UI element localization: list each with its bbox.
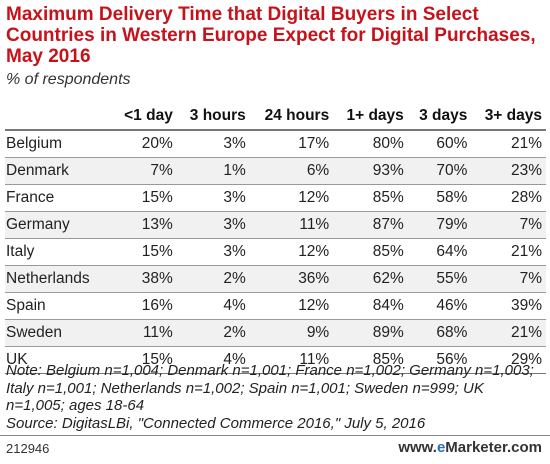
table-cell: 21% <box>471 238 546 266</box>
column-header: 3 days <box>407 103 472 131</box>
table-cell: 21% <box>471 130 546 158</box>
row-label: Denmark <box>5 157 113 185</box>
row-label: Germany <box>5 211 113 239</box>
column-header: 1+ days <box>333 103 408 131</box>
column-header: <1 day <box>112 103 177 131</box>
table-cell: 6% <box>249 157 334 185</box>
table-cell: 11% <box>249 346 334 374</box>
brand-rest: Marketer.com <box>445 439 542 456</box>
table-cell: 16% <box>112 292 177 320</box>
table-body: Belgium 20% 3% 17% 80% 60% 21% Denmark 7% 1% 6% 93%… <box>5 130 546 374</box>
footer-divider <box>0 435 550 436</box>
table-cell: 11% <box>249 211 334 239</box>
column-header: 3 hours <box>176 103 250 131</box>
column-header: 3+ days <box>471 103 546 131</box>
table-cell: 79% <box>407 211 472 239</box>
table-cell: 70% <box>407 157 472 185</box>
row-label: Sweden <box>5 319 113 347</box>
table-cell: 39% <box>471 292 546 320</box>
table-cell: 89% <box>333 319 408 347</box>
table-cell: 64% <box>407 238 472 266</box>
row-label: Spain <box>5 292 113 320</box>
table-cell: 3% <box>176 238 250 266</box>
table-row: Germany 13% 3% 11% 87% 79% 7% <box>5 211 546 239</box>
table-cell: 87% <box>333 211 408 239</box>
table-cell: 9% <box>249 319 334 347</box>
table-cell: 15% <box>112 346 177 374</box>
header-row: <1 day 3 hours 24 hours 1+ days 3 days 3… <box>5 103 546 131</box>
column-header: 24 hours <box>249 103 334 131</box>
row-label: UK <box>5 346 113 374</box>
table-cell: 3% <box>176 211 250 239</box>
table-cell: 3% <box>176 130 250 158</box>
table-cell: 4% <box>176 346 250 374</box>
table-cell: 84% <box>333 292 408 320</box>
table-cell: 85% <box>333 346 408 374</box>
table-row: Netherlands 38% 2% 36% 62% 55% 7% <box>5 265 546 293</box>
table-row: Sweden 11% 2% 9% 89% 68% 21% <box>5 319 546 347</box>
emarketer-logo: www.eMarketer.com <box>398 439 542 456</box>
row-label: France <box>5 184 113 212</box>
table-row: UK 15% 4% 11% 85% 56% 29% <box>5 346 546 374</box>
table-cell: 3% <box>176 184 250 212</box>
table-cell: 55% <box>407 265 472 293</box>
table-row: Italy 15% 3% 12% 85% 64% 21% <box>5 238 546 266</box>
brand-prefix: www. <box>398 439 437 456</box>
table-cell: 56% <box>407 346 472 374</box>
table-cell: 17% <box>249 130 334 158</box>
table-cell: 12% <box>249 238 334 266</box>
table-cell: 2% <box>176 265 250 293</box>
table-cell: 68% <box>407 319 472 347</box>
table-cell: 12% <box>249 292 334 320</box>
table-row: Spain 16% 4% 12% 84% 46% 39% <box>5 292 546 320</box>
table-cell: 15% <box>112 184 177 212</box>
table-row: Denmark 7% 1% 6% 93% 70% 23% <box>5 157 546 185</box>
table-cell: 15% <box>112 238 177 266</box>
table-cell: 58% <box>407 184 472 212</box>
chart-title: Maximum Delivery Time that Digital Buyer… <box>6 4 536 67</box>
table-cell: 20% <box>112 130 177 158</box>
table-cell: 93% <box>333 157 408 185</box>
table-cell: 46% <box>407 292 472 320</box>
table-cell: 11% <box>112 319 177 347</box>
chart-id: 212946 <box>6 441 50 456</box>
table-cell: 80% <box>333 130 408 158</box>
table-cell: 85% <box>333 238 408 266</box>
table-cell: 60% <box>407 130 472 158</box>
table-cell: 13% <box>112 211 177 239</box>
chart-subtitle: % of respondents <box>6 71 131 88</box>
brand-e: e <box>436 439 446 456</box>
table-cell: 38% <box>112 265 177 293</box>
table-cell: 28% <box>471 184 546 212</box>
table-cell: 2% <box>176 319 250 347</box>
table-cell: 1% <box>176 157 250 185</box>
table-cell: 7% <box>471 265 546 293</box>
table-cell: 85% <box>333 184 408 212</box>
table-cell: 62% <box>333 265 408 293</box>
table-row: France 15% 3% 12% 85% 58% 28% <box>5 184 546 212</box>
table-cell: 36% <box>249 265 334 293</box>
table-row: Belgium 20% 3% 17% 80% 60% 21% <box>5 130 546 158</box>
table-cell: 7% <box>112 157 177 185</box>
row-label: Belgium <box>5 130 113 158</box>
table-cell: 21% <box>471 319 546 347</box>
column-header <box>5 103 113 131</box>
data-table: <1 day 3 hours 24 hours 1+ days 3 days 3… <box>5 103 546 374</box>
table-cell: 4% <box>176 292 250 320</box>
table-cell: 7% <box>471 211 546 239</box>
table-cell: 29% <box>471 346 546 374</box>
row-label: Italy <box>5 238 113 266</box>
row-label: Netherlands <box>5 265 113 293</box>
chart-note: Note: Belgium n=1,004; Denmark n=1,001; … <box>6 362 534 414</box>
table-cell: 12% <box>249 184 334 212</box>
table-cell: 23% <box>471 157 546 185</box>
chart-source: Source: DigitasLBi, "Connected Commerce … <box>6 415 426 432</box>
